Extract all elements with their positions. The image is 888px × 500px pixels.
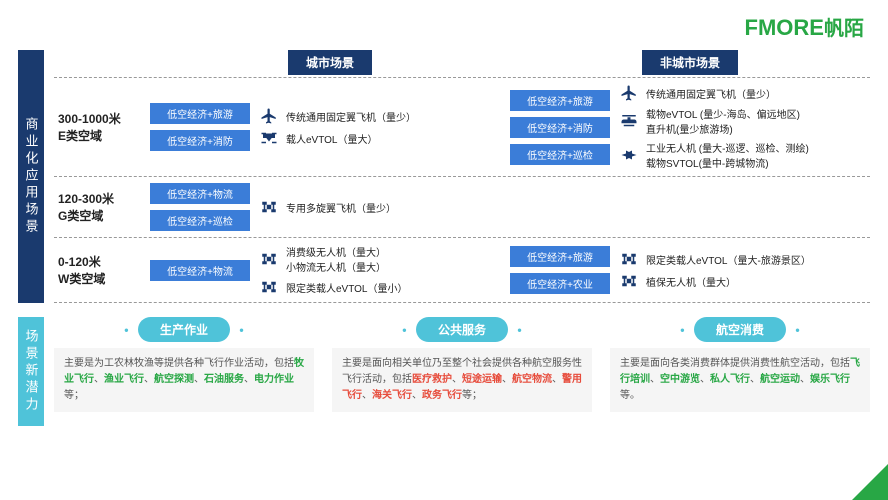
card-body: 主要是面向相关单位乃至整个社会提供各种航空服务性飞行活动，包括医疗救护、短途运输… [332,348,592,412]
urban-column: 低空经济+物流 消费级无人机（量大）小物流无人机（量大） 限定类载人eVTOL（量小… [150,244,510,296]
vehicle-label: 消费级无人机（量大）小物流无人机（量大） [286,244,386,274]
quad-icon [618,272,640,290]
vehicle-item: 植保无人机（量大） [618,272,870,290]
jet-icon [618,146,640,164]
column-headers: 城市场景 非城市场景 [54,50,870,75]
card-title: 航空消费 [694,317,786,342]
vehicle-item: 专用多旋翼飞机（量少） [258,198,510,216]
drone-icon [258,129,280,147]
vehicle-label: 工业无人机 (量大-巡逻、巡检、测绘)载物SVTOL(量中-跨城物流) [646,140,809,170]
scenario-card: 航空消费 主要是面向各类消费群体提供消费性航空活动，包括飞行培训、空中游览、私人… [610,317,870,426]
card-title: 公共服务 [416,317,508,342]
vehicle-item: 限定类载人eVTOL（量大-旅游景区） [618,250,870,268]
altitude-row: 300-1000米E类空域低空经济+旅游低空经济+消防传统通用固定翼飞机（量少）… [54,78,870,177]
logo: FMORE帆陌 [745,12,864,41]
logo-en: FMORE [745,15,824,40]
vehicle-label: 传统通用固定翼飞机（量少） [646,86,776,101]
content-grid: 城市场景 非城市场景 300-1000米E类空域低空经济+旅游低空经济+消防传统… [54,50,870,303]
scenario-tag: 低空经济+巡检 [150,210,250,231]
header-urban: 城市场景 [288,50,372,75]
altitude-row: 0-120米W类空域低空经济+物流 消费级无人机（量大）小物流无人机（量大） 限定类… [54,238,870,303]
altitude-label: 300-1000米E类空域 [54,84,150,170]
altitude-label: 0-120米W类空域 [54,244,150,296]
vehicle-item: 载物eVTOL (量少-海岛、偏远地区)直升机(量少旅游场) [618,106,870,136]
vehicle-list: 专用多旋翼飞机（量少） [258,183,510,231]
quad-icon [618,250,640,268]
altitude-label: 120-300米G类空域 [54,183,150,231]
vehicle-item: 工业无人机 (量大-巡逻、巡检、测绘)载物SVTOL(量中-跨城物流) [618,140,870,170]
tag-list: 低空经济+物流低空经济+巡检 [150,183,250,231]
logo-cn: 帆陌 [824,18,864,40]
tag-list: 低空经济+旅游低空经济+消防低空经济+巡检 [510,84,610,170]
quad-icon [258,198,280,216]
vehicle-item: 传统通用固定翼飞机（量少） [618,84,870,102]
vehicle-list: 限定类载人eVTOL（量大-旅游景区） 植保无人机（量大） [618,244,870,296]
scenario-tag: 低空经济+消防 [510,117,610,138]
scenario-tag: 低空经济+消防 [150,130,250,151]
tag-list: 低空经济+旅游低空经济+农业 [510,244,610,296]
vehicle-item: 消费级无人机（量大）小物流无人机（量大） [258,244,510,274]
vehicle-list: 传统通用固定翼飞机（量少） 载人eVTOL（量大） [258,84,510,170]
scenario-cards: 生产作业 主要是为工农林牧渔等提供各种飞行作业活动，包括牧业飞行、渔业飞行、航空… [54,317,870,426]
vehicle-label: 载物eVTOL (量少-海岛、偏远地区)直升机(量少旅游场) [646,106,800,136]
card-title: 生产作业 [138,317,230,342]
vehicle-list [618,183,870,231]
scenario-tag: 低空经济+农业 [510,273,610,294]
vehicle-item: 载人eVTOL（量大） [258,129,510,147]
nonurban-column: 低空经济+旅游低空经济+农业 限定类载人eVTOL（量大-旅游景区） 植保无人机（量… [510,244,870,296]
quad-icon [258,250,280,268]
scenario-tag: 低空经济+巡检 [510,144,610,165]
header-nonurban: 非城市场景 [642,50,738,75]
vehicle-label: 限定类载人eVTOL（量大-旅游景区） [646,252,811,267]
urban-column: 低空经济+旅游低空经济+消防 传统通用固定翼飞机（量少） 载人eVTOL（量大） [150,84,510,170]
main-section: 商业化应用场景 城市场景 非城市场景 300-1000米E类空域低空经济+旅游低… [0,0,888,303]
card-body: 主要是面向各类消费群体提供消费性航空活动，包括飞行培训、空中游览、私人飞行、航空… [610,348,870,412]
altitude-row: 120-300米G类空域低空经济+物流低空经济+巡检 专用多旋翼飞机（量少） [54,177,870,238]
vehicle-item: 限定类载人eVTOL（量小） [258,278,510,296]
scenario-tag: 低空经济+物流 [150,183,250,204]
tag-list: 低空经济+旅游低空经济+消防 [150,84,250,170]
scenario-card: 生产作业 主要是为工农林牧渔等提供各种飞行作业活动，包括牧业飞行、渔业飞行、航空… [54,317,314,426]
nonurban-column [510,183,870,231]
corner-decoration [852,464,888,500]
vehicle-label: 传统通用固定翼飞机（量少） [286,109,416,124]
heli-icon [618,112,640,130]
scenario-tag: 低空经济+旅游 [150,103,250,124]
vehicle-label: 限定类载人eVTOL（量小） [286,280,408,295]
vehicle-label: 专用多旋翼飞机（量少） [286,200,396,215]
scenario-tag: 低空经济+物流 [150,260,250,281]
vehicle-list: 消费级无人机（量大）小物流无人机（量大） 限定类载人eVTOL（量小） [258,244,510,296]
vehicle-list: 传统通用固定翼飞机（量少） 载物eVTOL (量少-海岛、偏远地区)直升机(量少旅… [618,84,870,170]
section-label-top: 商业化应用场景 [18,50,44,303]
plane-icon [258,107,280,125]
section-label-bottom: 场景新潜力 [18,317,44,426]
tag-list: 低空经济+物流 [150,244,250,296]
tag-list [510,183,610,231]
quad-icon [258,278,280,296]
scenario-card: 公共服务 主要是面向相关单位乃至整个社会提供各种航空服务性飞行活动，包括医疗救护… [332,317,592,426]
altitude-rows: 300-1000米E类空域低空经济+旅游低空经济+消防传统通用固定翼飞机（量少）… [54,77,870,303]
urban-column: 低空经济+物流低空经济+巡检 专用多旋翼飞机（量少） [150,183,510,231]
scenario-tag: 低空经济+旅游 [510,90,610,111]
nonurban-column: 低空经济+旅游低空经济+消防低空经济+巡检 传统通用固定翼飞机（量少） 载物eVTO… [510,84,870,170]
vehicle-label: 植保无人机（量大） [646,274,736,289]
vehicle-item: 传统通用固定翼飞机（量少） [258,107,510,125]
vehicle-label: 载人eVTOL（量大） [286,131,378,146]
bottom-section: 场景新潜力 生产作业 主要是为工农林牧渔等提供各种飞行作业活动，包括牧业飞行、渔… [0,303,888,426]
plane-icon [618,84,640,102]
card-body: 主要是为工农林牧渔等提供各种飞行作业活动，包括牧业飞行、渔业飞行、航空探测、石油… [54,348,314,412]
scenario-tag: 低空经济+旅游 [510,246,610,267]
